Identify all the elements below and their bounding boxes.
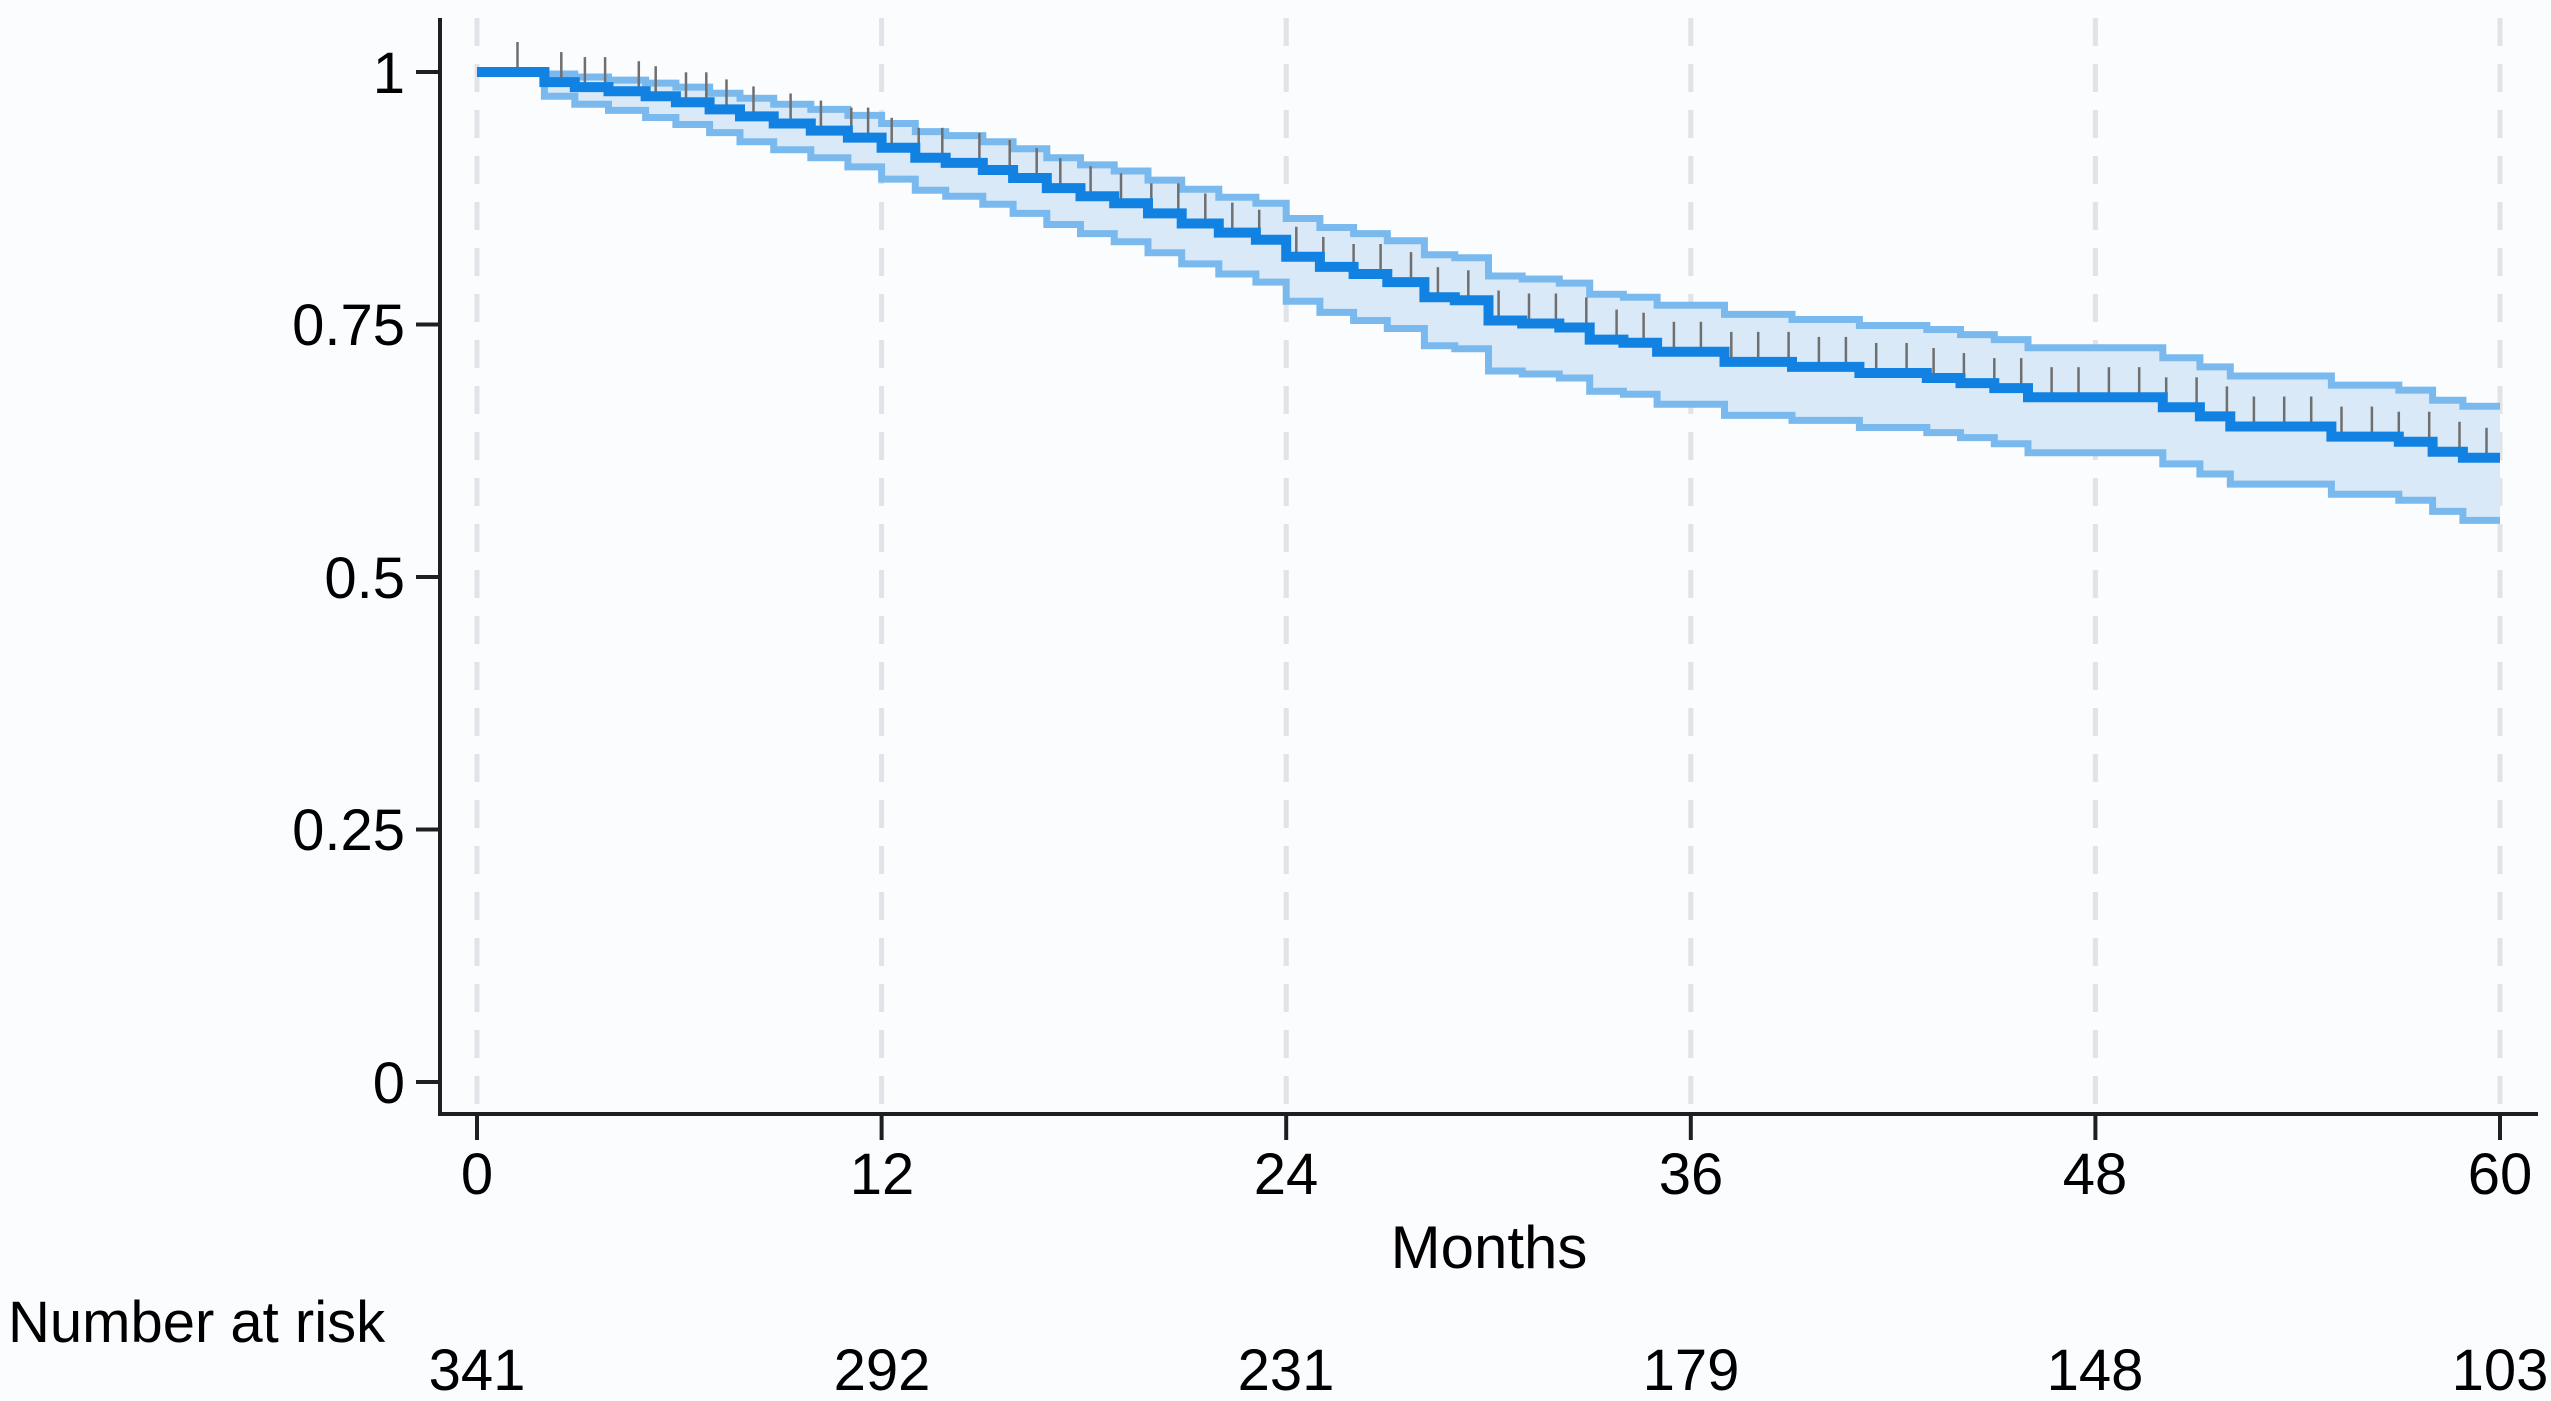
x-tick-label-60: 60 [2468,1142,2533,1207]
number-at-risk-label: Number at risk [8,1290,386,1355]
x-tick-label-24: 24 [1254,1142,1319,1207]
survival-step-line [477,67,2500,463]
x-axis-title: Months [1391,1214,1588,1281]
risk-value-m0: 341 [429,1338,526,1401]
risk-value-m60: 103 [2452,1338,2549,1401]
censor-marks-layer [516,42,2488,455]
y-tick-label-1: 1 [373,41,405,106]
ci-upper-line [477,68,2500,410]
risk-value-m36: 179 [1643,1338,1740,1401]
survival-line-layer [477,67,2500,463]
x-tick-label-12: 12 [850,1142,915,1207]
gridlines-layer [474,18,2503,1114]
x-tick-label-36: 36 [1659,1142,1724,1207]
y-tick-label-0: 0 [373,1051,405,1116]
x-tick-label-0: 0 [461,1142,493,1207]
y-tick-label-025: 0.25 [292,798,405,863]
y-tick-label-05: 0.5 [324,546,405,611]
axes-layer [416,18,2538,1140]
ci-lower-line [477,68,2500,524]
y-tick-label-075: 0.75 [292,293,405,358]
x-tick-label-48: 48 [2063,1142,2128,1207]
risk-value-m24: 231 [1238,1338,1335,1401]
risk-value-m12: 292 [834,1338,931,1401]
risk-value-m48: 148 [2047,1338,2144,1401]
